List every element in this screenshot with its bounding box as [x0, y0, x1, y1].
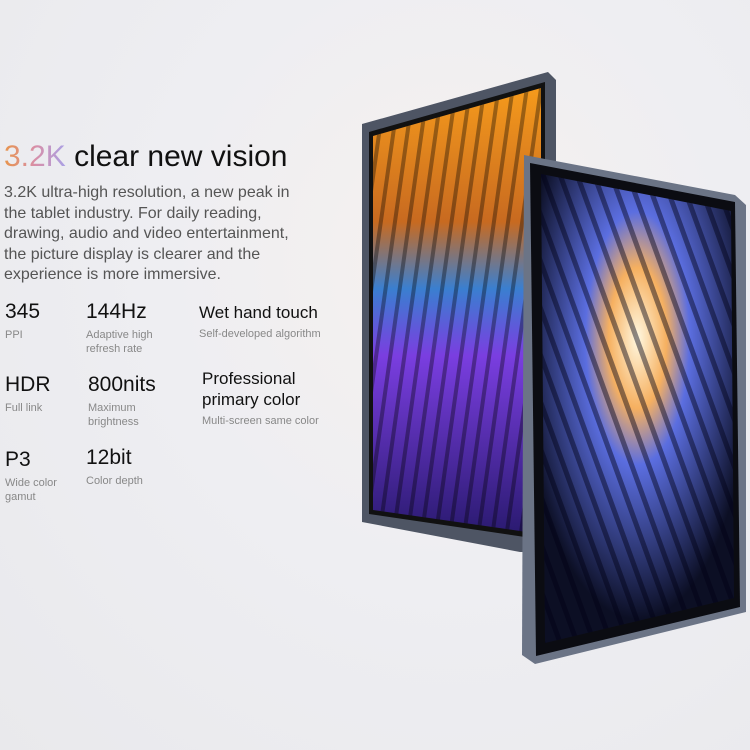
spec-value: P3 [5, 448, 31, 471]
spec-label: Maximum brightness [88, 402, 139, 428]
description: 3.2K ultra-high resolution, a new peak i… [4, 184, 290, 283]
spec-value: 345 [5, 300, 41, 323]
spec-ppi: 345 PPI [5, 300, 40, 342]
spec-value: 12bit [86, 446, 132, 469]
spec-value: 144Hz [86, 300, 147, 323]
spec-value: HDR [5, 373, 51, 396]
headline-text: clear new vision [74, 140, 288, 173]
spec-gamut: P3 Wide color gamut [5, 448, 75, 504]
spec-brightness: 800nits Maximum brightness [88, 373, 158, 429]
spec-value: 800nits [88, 373, 156, 396]
spec-label: Wide color gamut [5, 477, 57, 503]
spec-label: PPI [5, 329, 23, 341]
spec-label: Color depth [86, 475, 143, 487]
front-tablet [522, 155, 746, 664]
spec-color: Professional primary color Multi-screen s… [202, 368, 322, 428]
spec-depth: 12bit Color depth [86, 446, 143, 488]
spec-label: Full link [5, 402, 43, 414]
back-tablet [362, 72, 556, 552]
spec-label: Multi-screen same color [202, 415, 319, 427]
headline-highlight: 3.2K [4, 140, 66, 173]
spec-value: Professional primary color [202, 369, 301, 409]
headline: 3.2K clear new vision [4, 140, 288, 174]
spec-hdr: HDR Full link [5, 373, 51, 415]
spec-label: Self-developed algorithm [199, 328, 321, 340]
spec-label: Adaptive high refresh rate [86, 329, 153, 355]
spec-refresh: 144Hz Adaptive high refresh rate [86, 300, 166, 356]
spec-touch: Wet hand touch Self-developed algorithm [199, 302, 321, 341]
spec-value: Wet hand touch [199, 303, 318, 322]
